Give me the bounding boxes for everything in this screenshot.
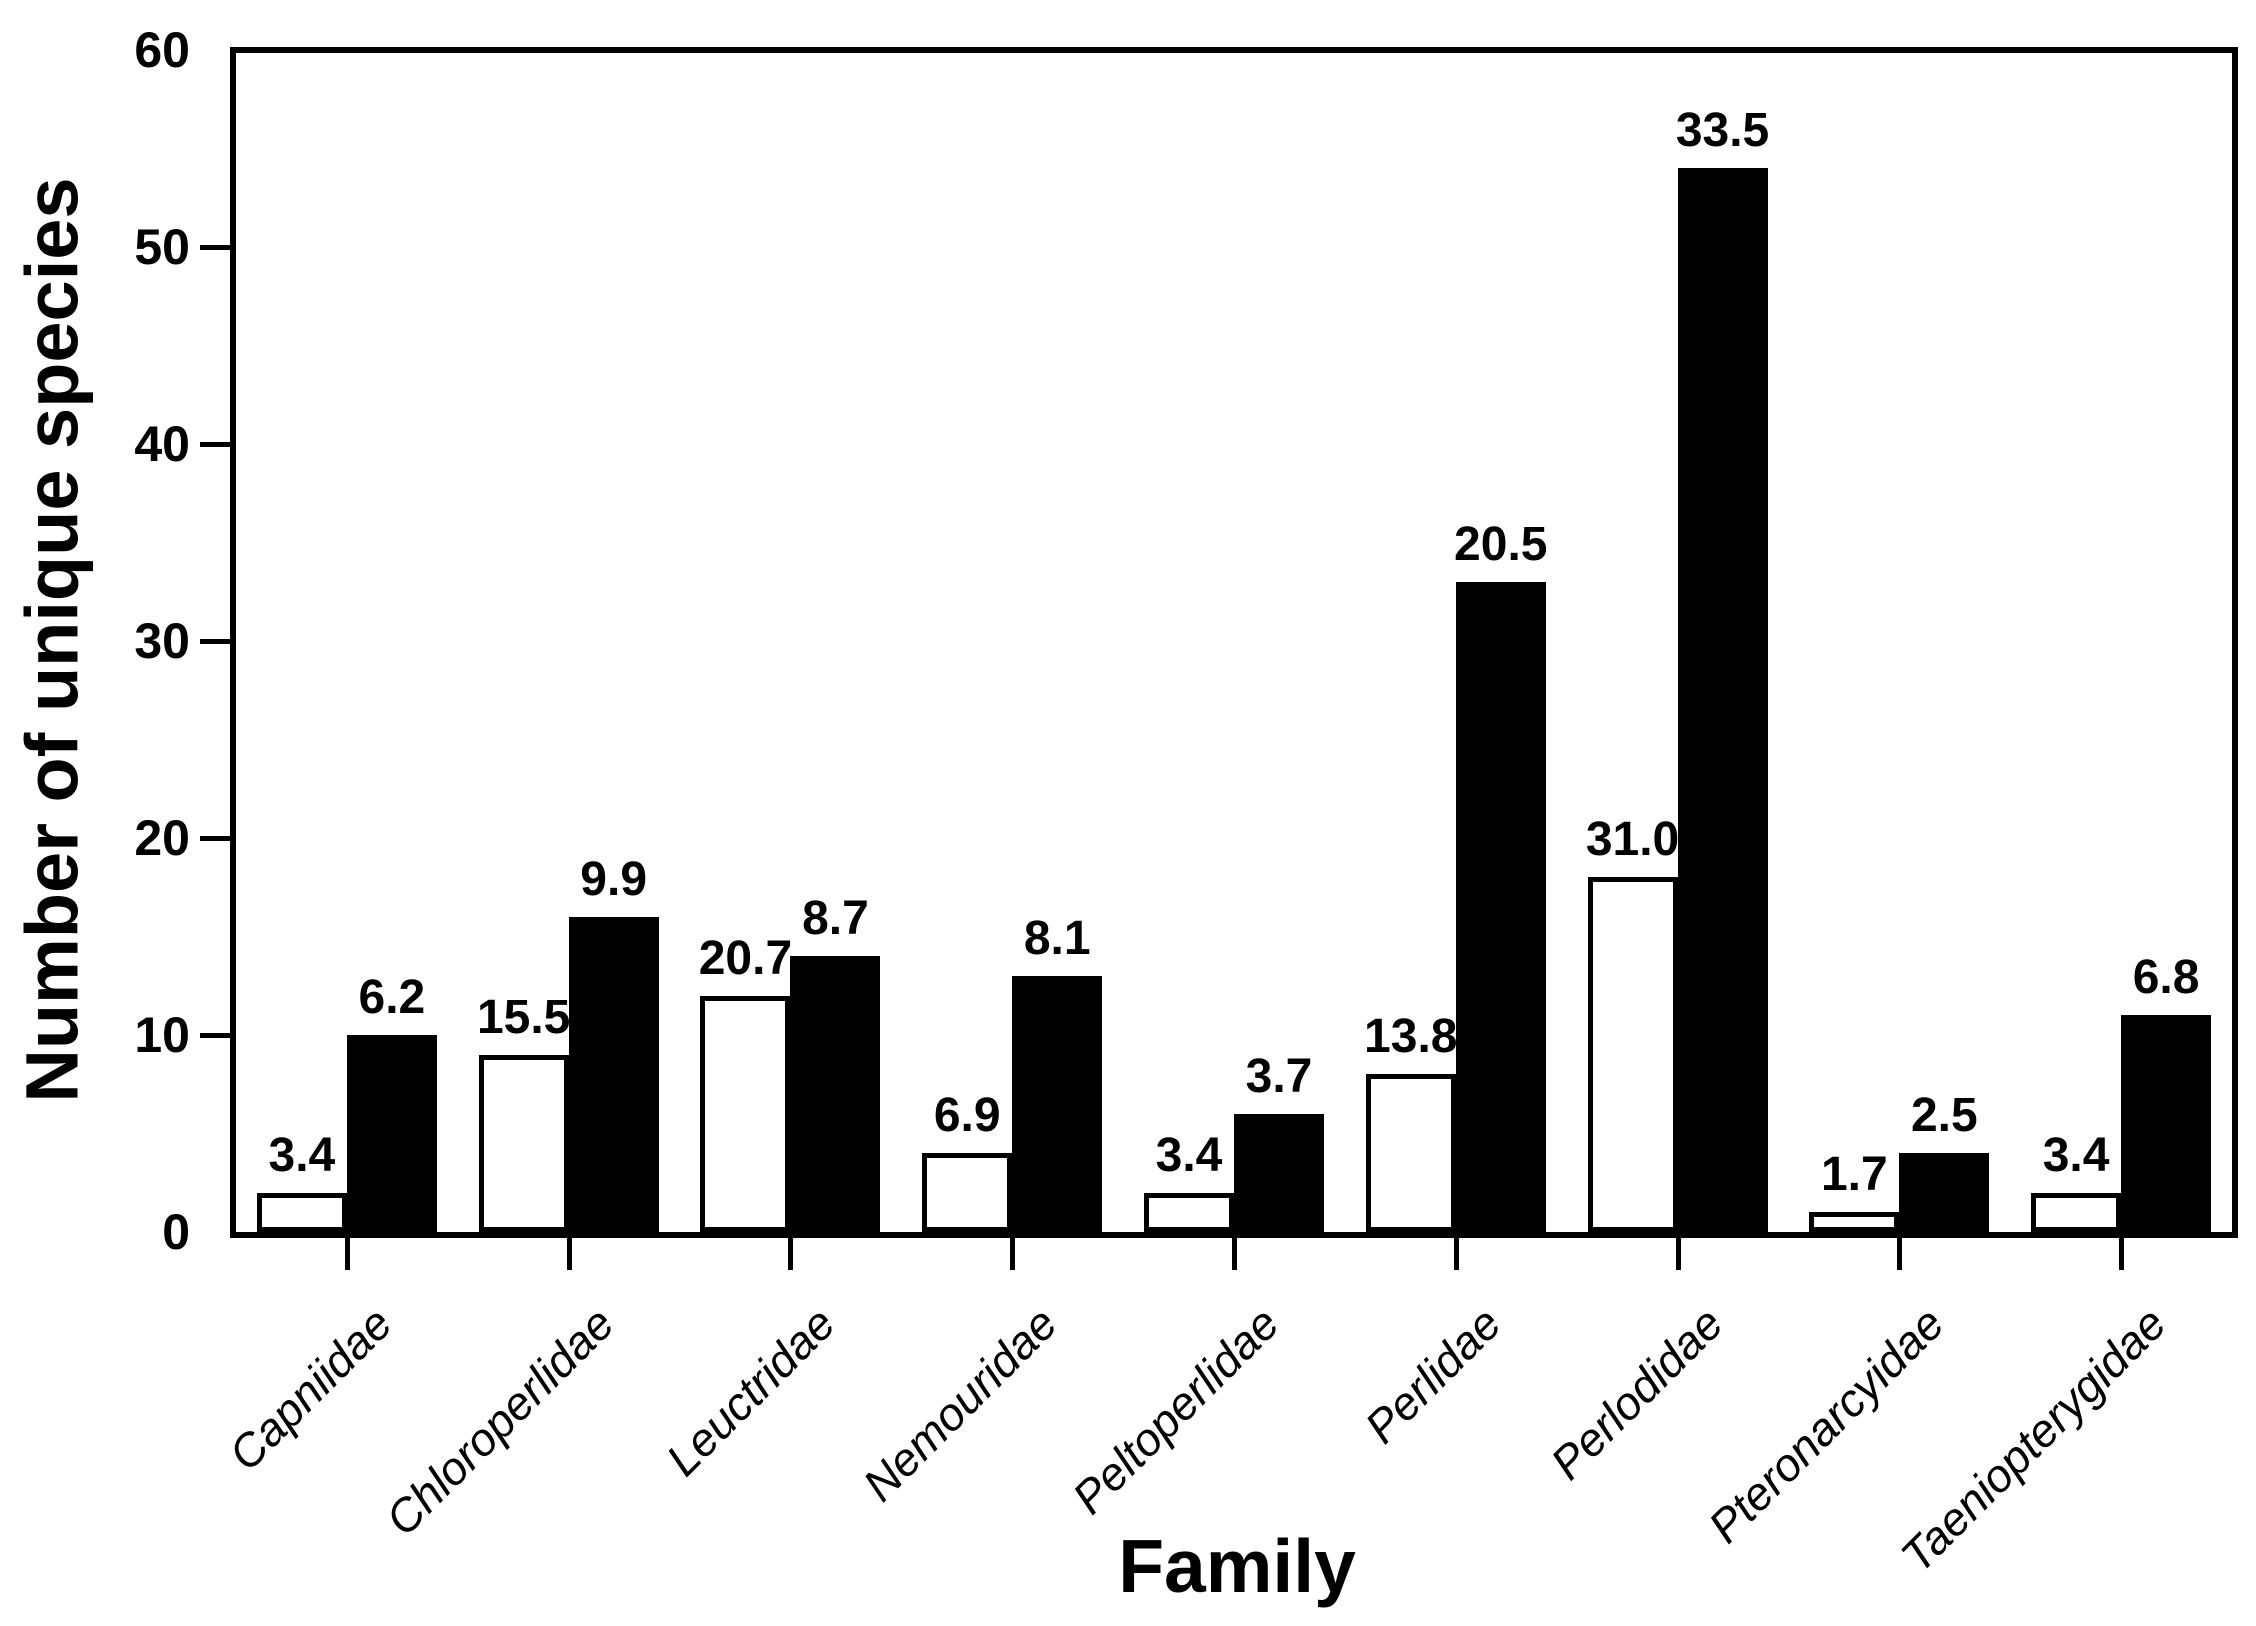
bar-value-label-nemouridae-filled-bars: 8.1 (1023, 912, 1091, 965)
x-category-label-perlidae: Perlidae (1354, 1297, 1511, 1454)
x-axis-tick (1897, 1238, 1903, 1270)
y-axis-tick-label: 40 (134, 416, 190, 472)
plot-area (230, 47, 2238, 1238)
bar-value-label-perlodidae-filled-bars: 33.5 (1675, 104, 1770, 157)
x-axis-tick (1232, 1238, 1237, 1270)
x-axis-tick (1453, 1238, 1459, 1270)
bar-peltoperlidae-filled-bars (1234, 1114, 1324, 1232)
bar-value-label-nemouridae-open-bars: 6.9 (933, 1089, 1001, 1142)
x-axis-tick (1010, 1238, 1016, 1270)
bar-value-label-leuctridae-open-bars: 20.7 (698, 932, 793, 985)
x-category-label-capniidae: Capniidae (218, 1297, 402, 1481)
bar-value-label-chloroperlidae-filled-bars: 9.9 (580, 853, 648, 906)
bar-value-label-perlidae-open-bars: 13.8 (1364, 1010, 1458, 1063)
bar-capniidae-open-bars (256, 1193, 347, 1232)
bar-taeniopterygidae-filled-bars (2121, 1015, 2212, 1232)
x-axis-tick (344, 1238, 350, 1270)
x-axis-title: Family (1118, 1524, 1356, 1608)
x-axis-tick (566, 1238, 572, 1270)
bar-pteronarcyidae-filled-bars (1899, 1153, 1990, 1232)
x-category-label-pteronarcyidae: Pteronarcyidae (1698, 1297, 1955, 1553)
bar-value-label-capniidae-filled-bars: 6.2 (358, 971, 426, 1024)
y-axis-tick (200, 1033, 230, 1038)
x-category-label-peltoperlidae: Peltoperlidae (1062, 1297, 1289, 1524)
y-axis-tick (200, 245, 230, 250)
bar-value-label-chloroperlidae-open-bars: 15.5 (476, 991, 571, 1044)
bar-nemouridae-open-bars (922, 1153, 1013, 1232)
bar-perlodidae-filled-bars (1677, 168, 1768, 1232)
bar-value-label-taeniopterygidae-filled-bars: 6.8 (2132, 951, 2200, 1004)
bar-nemouridae-filled-bars (1012, 976, 1103, 1232)
bar-perlidae-open-bars (1365, 1074, 1456, 1232)
bar-pteronarcyidae-open-bars (1809, 1212, 1900, 1232)
y-axis-tick-label: 30 (134, 613, 190, 669)
y-axis-tick-label: 10 (134, 1007, 190, 1063)
x-category-label-chloroperlidae: Chloroperlidae (375, 1297, 624, 1546)
y-axis-tick (200, 639, 230, 644)
bar-perlodidae-open-bars (1587, 877, 1678, 1232)
y-axis-tick-label: 0 (162, 1204, 190, 1260)
bar-value-label-capniidae-open-bars: 3.4 (268, 1129, 336, 1182)
bar-value-label-peltoperlidae-open-bars: 3.4 (1155, 1129, 1223, 1182)
y-axis-tick (200, 836, 230, 841)
x-axis-tick (2119, 1238, 2125, 1270)
bar-perlidae-filled-bars (1455, 582, 1546, 1232)
bar-chloroperlidae-open-bars (478, 1055, 569, 1232)
bar-value-label-perlodidae-open-bars: 31.0 (1585, 813, 1680, 866)
x-category-label-leuctridae: Leuctridae (656, 1297, 846, 1486)
x-axis-tick (1675, 1238, 1681, 1270)
bar-value-label-leuctridae-filled-bars: 8.7 (802, 892, 869, 945)
x-category-label-nemouridae: Nemouridae (853, 1297, 1067, 1511)
bar-leuctridae-filled-bars (790, 956, 881, 1232)
bar-value-label-peltoperlidae-filled-bars: 3.7 (1245, 1050, 1313, 1103)
bar-leuctridae-open-bars (700, 996, 791, 1232)
x-axis-tick (788, 1238, 794, 1270)
bar-value-label-pteronarcyidae-open-bars: 1.7 (1820, 1148, 1888, 1201)
bar-chloroperlidae-filled-bars (568, 917, 659, 1232)
y-axis-tick-label: 20 (134, 810, 190, 866)
x-category-label-perlodidae: Perlodidae (1540, 1297, 1733, 1490)
bar-peltoperlidae-open-bars (1144, 1193, 1234, 1232)
y-axis-tick (200, 442, 230, 447)
bar-value-label-taeniopterygidae-open-bars: 3.4 (2042, 1129, 2110, 1182)
y-axis-tick-label: 60 (134, 22, 190, 78)
bar-taeniopterygidae-open-bars (2031, 1193, 2122, 1232)
bar-value-label-pteronarcyidae-filled-bars: 2.5 (1910, 1089, 1978, 1142)
bar-capniidae-filled-bars (346, 1035, 437, 1232)
y-axis-tick-label: 50 (134, 219, 190, 275)
bar-value-label-perlidae-filled-bars: 20.5 (1454, 518, 1548, 571)
